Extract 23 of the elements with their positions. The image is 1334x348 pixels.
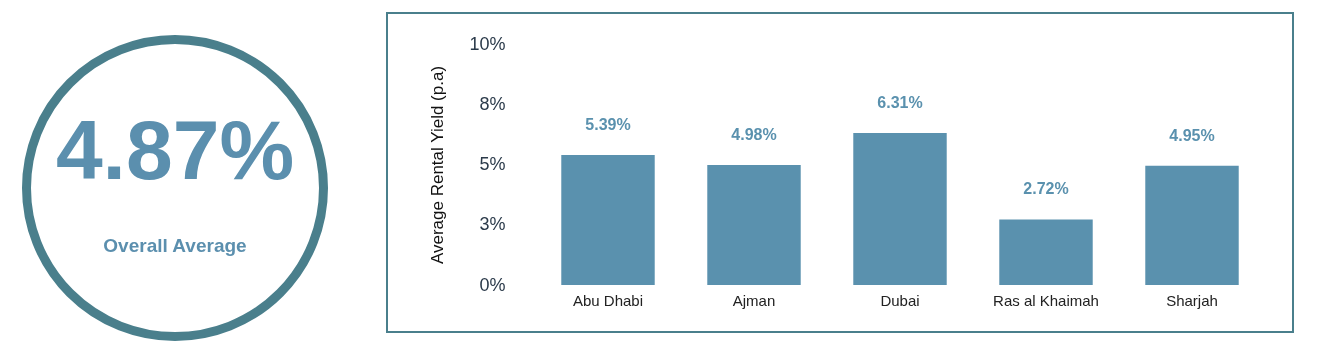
y-tick-label: 10%	[469, 33, 506, 54]
data-label: 2.72%	[1023, 180, 1069, 198]
x-tick-label: Sharjah	[1166, 291, 1218, 309]
y-tick-label: 8%	[479, 93, 506, 114]
bar	[999, 219, 1093, 285]
data-label: 4.95%	[1169, 126, 1215, 144]
data-label: 5.39%	[585, 116, 631, 134]
x-tick-label: Ajman	[732, 291, 776, 309]
y-tick-label: 0%	[479, 274, 506, 295]
x-tick-label: Dubai	[880, 291, 920, 309]
x-tick-label: Abu Dhabi	[572, 291, 644, 309]
text: 4.87%	[54, 103, 296, 197]
y-axis-title: Average Rental Yield (p.a)	[428, 65, 448, 265]
bar	[853, 132, 947, 285]
data-label: 6.31%	[877, 93, 923, 111]
x-tick-label: Ras al Khaimah	[993, 291, 1099, 309]
y-tick-label: 3%	[479, 214, 506, 235]
bar	[707, 164, 801, 285]
bar	[1145, 165, 1239, 285]
y-tick-label: 5%	[479, 154, 506, 174]
text: Overall Average	[102, 235, 248, 257]
data-label: 4.98%	[731, 125, 777, 143]
bar	[561, 155, 655, 285]
